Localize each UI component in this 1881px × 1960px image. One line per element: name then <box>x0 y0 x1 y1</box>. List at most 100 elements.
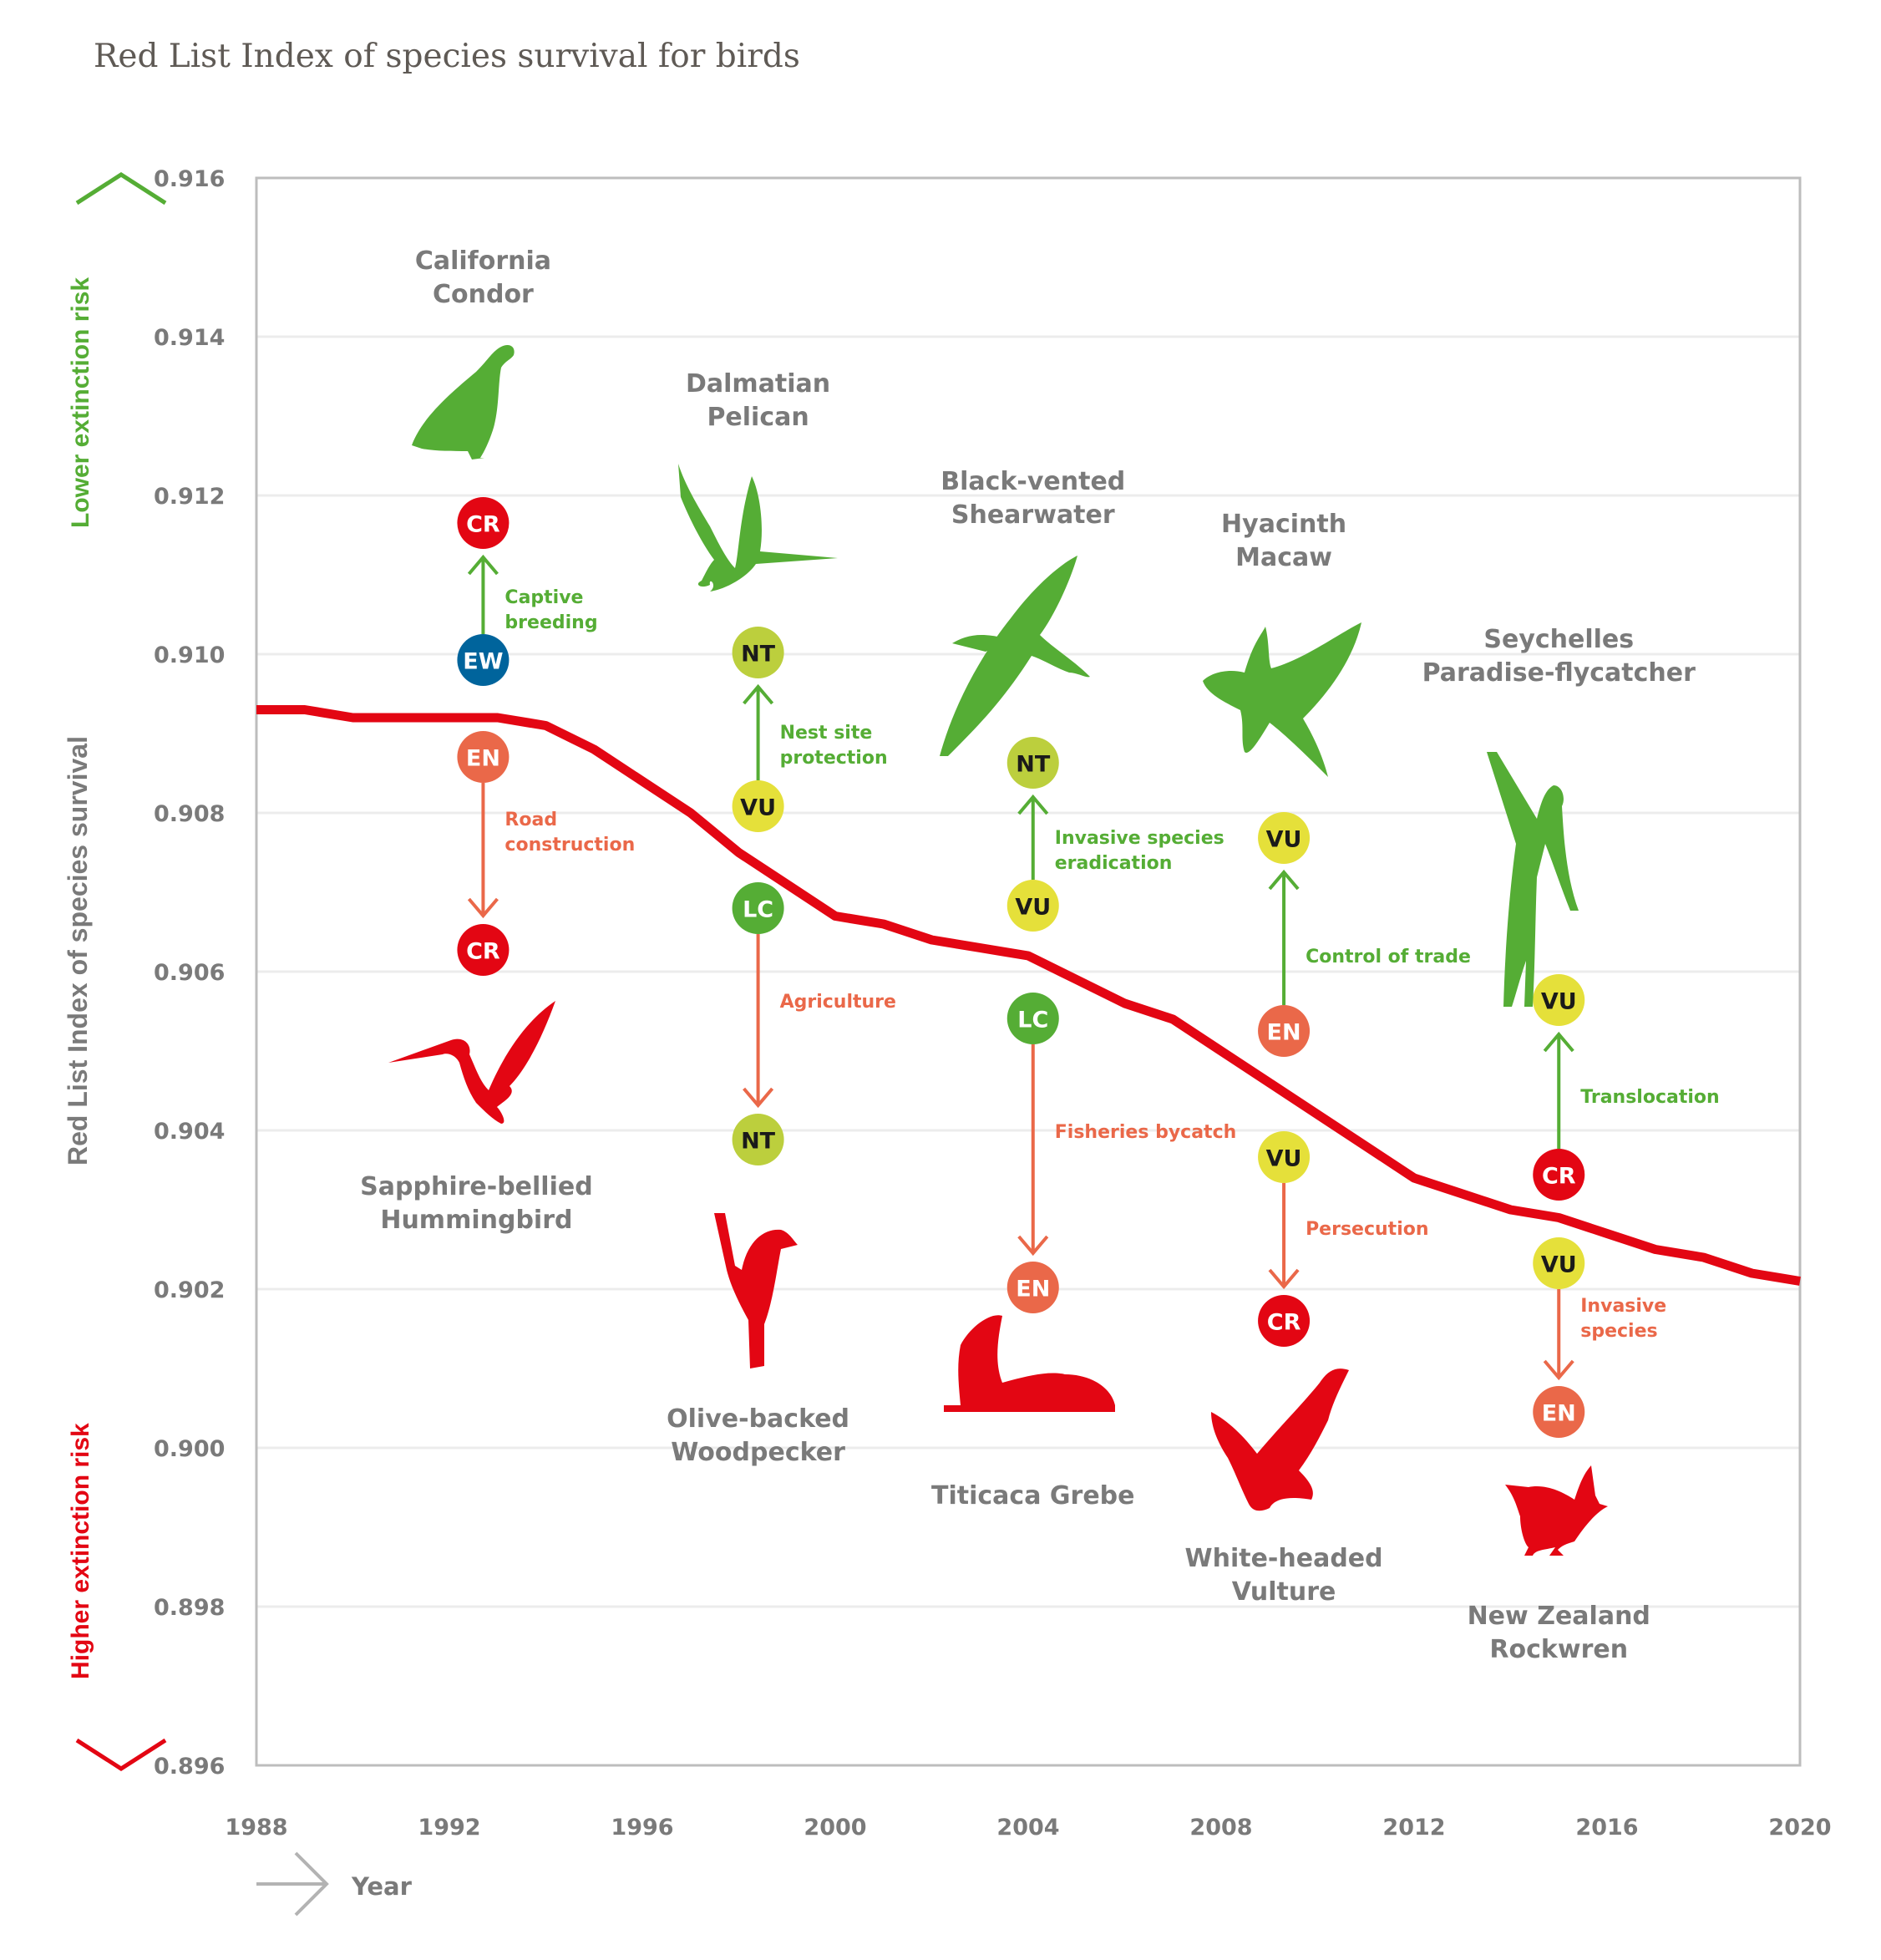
arrow-down-icon <box>1017 1235 1049 1257</box>
status-badge-from: VU <box>1258 1131 1311 1183</box>
status-badge-to: NT <box>1006 737 1059 789</box>
species-annotation: CR VU Translocation Seychelles Paradise-flyc… <box>1422 625 1720 1201</box>
conservation-action-label: protection <box>780 748 888 769</box>
status-badge-from: VU <box>1533 1237 1585 1289</box>
status-badge-circle <box>732 627 784 678</box>
conservation-action-label: Control of trade <box>1306 947 1471 967</box>
conservation-action-label: Persecution <box>1306 1219 1428 1240</box>
woodpecker-silhouette-icon <box>714 1213 798 1368</box>
conservation-action-label: Agriculture <box>780 992 896 1013</box>
status-badge-label: EN <box>1016 1277 1050 1302</box>
x-tick-label: 1992 <box>418 1815 480 1841</box>
status-badge-label: EN <box>466 746 500 772</box>
status-badge-circle <box>1006 1262 1059 1313</box>
rli-series-line <box>256 705 1801 1286</box>
status-badge-label: CR <box>466 512 500 538</box>
status-badge-label: CR <box>1542 1164 1576 1190</box>
status-badge-from: VU <box>732 780 784 832</box>
status-badge-circle <box>732 882 784 934</box>
vulture-silhouette-icon <box>1211 1368 1349 1511</box>
plot-frame <box>255 176 1802 1767</box>
y-tick-label: 0.904 <box>154 1119 225 1145</box>
x-tick-label: 2016 <box>1575 1815 1638 1841</box>
y-tick-label: 0.900 <box>154 1436 225 1462</box>
hummingbird-silhouette-icon <box>388 1001 555 1124</box>
species-name-label: Vulture <box>1232 1577 1336 1607</box>
species-annotation: EN VU Control of trade Hyacinth Macaw <box>1221 510 1471 1057</box>
status-badge-label: VU <box>1015 895 1051 921</box>
species-name-label: Dalmatian <box>686 369 830 399</box>
arrow-down-icon <box>1268 1268 1300 1290</box>
status-badge-label: VU <box>1541 1252 1577 1278</box>
status-badge-label: LC <box>743 897 773 923</box>
conservation-action-label: Invasive species <box>1055 828 1224 849</box>
species-name-label: Paradise-flycatcher <box>1422 658 1696 688</box>
status-badge-circle <box>1258 1005 1311 1057</box>
species-annotation: VU NT Nest site protection Dalmatian Pelican <box>686 369 888 832</box>
status-badge-circle <box>1006 880 1059 932</box>
status-badge-circle <box>732 1114 784 1165</box>
status-badge-circle <box>1258 812 1311 864</box>
flycatcher-silhouette-icon <box>1487 752 1579 1007</box>
status-badge-circle <box>1533 1237 1585 1289</box>
status-badge-circle <box>1533 974 1585 1026</box>
conservation-action-label: Invasive <box>1580 1296 1666 1317</box>
arrow-right-icon <box>294 1851 329 1917</box>
status-badge-label: NT <box>1016 752 1051 778</box>
y-tick-label: 0.898 <box>154 1595 225 1621</box>
species-name-label: Shearwater <box>951 500 1115 530</box>
status-badge-label: LC <box>1017 1008 1048 1033</box>
species-annotation: VU NT Invasive species eradication Black-ven… <box>940 467 1224 932</box>
x-tick-label: 2004 <box>996 1815 1059 1841</box>
x-axis-title-group: Year <box>256 1851 413 1917</box>
status-badge-to: CR <box>457 497 510 549</box>
risk-axis: Lower extinction risk Red List Index of … <box>63 172 167 1771</box>
status-badge-from: EN <box>1258 1005 1311 1057</box>
species-name-label: Olive-backed <box>667 1404 849 1434</box>
conservation-action-label: breeding <box>504 612 597 633</box>
status-badge-label: NT <box>741 1129 776 1155</box>
status-badge-label: VU <box>740 795 776 821</box>
species-name-label: Macaw <box>1235 543 1332 572</box>
grebe-silhouette-icon <box>944 1315 1115 1412</box>
species-name-label: Sapphire-bellied <box>360 1172 593 1201</box>
arrow-down-icon <box>743 1087 774 1109</box>
status-badge-from: LC <box>1006 993 1059 1044</box>
shearwater-silhouette-icon <box>940 556 1090 756</box>
status-badge-label: CR <box>1267 1310 1301 1336</box>
x-tick-label: 1988 <box>225 1815 287 1841</box>
status-badge-label: EW <box>463 649 503 675</box>
y-tick-label: 0.902 <box>154 1277 225 1303</box>
status-badge-circle <box>457 731 510 783</box>
arrow-up-icon <box>743 683 774 705</box>
y-tick-label: 0.914 <box>154 325 225 351</box>
status-badge-circle <box>732 780 784 832</box>
status-badge-from: LC <box>732 882 784 934</box>
conservation-action-label: Captive <box>504 587 583 608</box>
chart-title: Red List Index of species survival for b… <box>94 38 800 75</box>
species-name-label: White-headed <box>1185 1544 1383 1573</box>
status-badge-label: NT <box>741 642 776 668</box>
conservation-action-label: Fisheries bycatch <box>1055 1122 1237 1143</box>
lower-risk-label: Lower extinction risk <box>67 277 94 528</box>
status-badge-to: VU <box>1533 974 1585 1026</box>
status-badge-to: EN <box>1533 1386 1585 1438</box>
status-badge-circle <box>457 924 510 976</box>
status-badge-to: CR <box>1258 1295 1311 1347</box>
y-tick-label: 0.912 <box>154 484 225 510</box>
conservation-action-label: Nest site <box>780 723 873 744</box>
species-annotation: LC NT Agriculture Olive-backed Woodpecker <box>667 882 896 1467</box>
species-name-label: Rockwren <box>1489 1635 1628 1664</box>
species-name-label: Pelican <box>707 403 809 432</box>
x-tick-label: 2012 <box>1382 1815 1445 1841</box>
arrow-down-icon <box>467 897 499 919</box>
arrow-up-icon <box>1017 794 1049 815</box>
species-name-label: New Zealand <box>1468 1602 1650 1631</box>
rockwren-silhouette-icon <box>1505 1465 1608 1556</box>
species-annotation: LC EN Fisheries bycatch Titicaca Grebe <box>931 993 1236 1511</box>
macaw-silhouette-icon <box>1203 622 1361 777</box>
status-badge-from: EW <box>457 634 510 686</box>
status-badge-circle <box>1006 737 1059 789</box>
condor-silhouette-icon <box>412 345 515 460</box>
species-name-label: Hyacinth <box>1221 510 1346 539</box>
